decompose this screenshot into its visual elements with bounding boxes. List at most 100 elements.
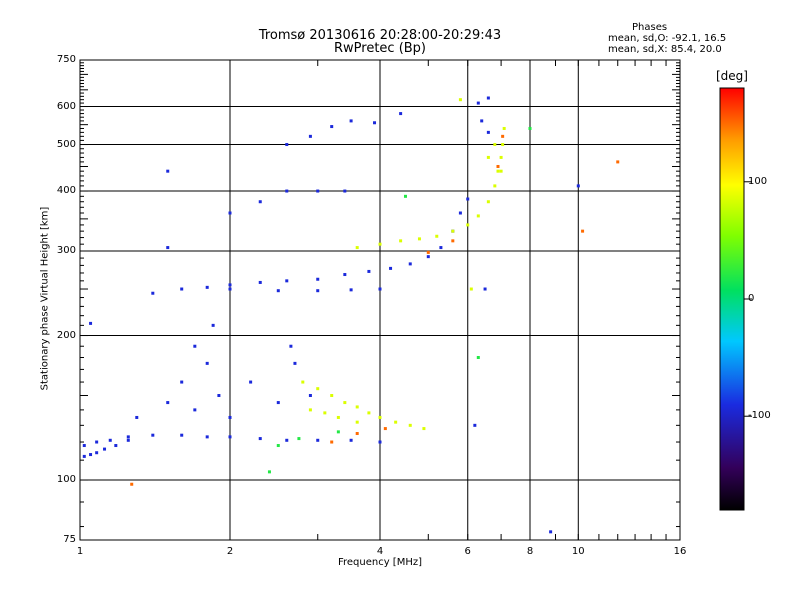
data-point-o (103, 447, 107, 451)
data-point-o (285, 143, 289, 147)
data-point-o (114, 444, 118, 448)
data-point-scattered (276, 444, 280, 448)
data-point-o (228, 415, 232, 419)
data-point-x (502, 126, 506, 130)
data-point-o (476, 101, 480, 105)
y-tick-label: 600 (56, 100, 76, 112)
data-point-o (166, 169, 170, 173)
data-point-scattered (501, 134, 505, 138)
data-point-x (458, 98, 462, 102)
data-point-o (205, 361, 209, 365)
data-point-o (289, 344, 293, 348)
data-point-o (180, 287, 184, 291)
data-point-o (426, 255, 430, 259)
data-point-x (399, 239, 403, 243)
colorbar-tick-label: -100 (748, 410, 771, 422)
chart-subtitle: RwPretec (Bp) (333, 41, 427, 56)
data-point-scattered (336, 430, 340, 434)
x-tick-label: 2 (226, 546, 234, 557)
data-point-scattered (581, 229, 585, 233)
phase-stats-heading: Phases (632, 22, 668, 33)
data-point-x (466, 223, 470, 227)
y-tick-label: 200 (56, 329, 76, 341)
y-tick-label: 500 (56, 138, 76, 150)
data-point-o (293, 361, 297, 365)
data-point-o (276, 401, 280, 405)
data-point-o (408, 262, 412, 266)
data-point-scattered (496, 164, 500, 168)
data-point-x (330, 394, 334, 398)
colorbar-tick-label: 100 (748, 175, 768, 187)
data-point-o (126, 438, 130, 442)
data-point-o (258, 437, 262, 441)
data-point-x (336, 415, 340, 419)
data-point-scattered (426, 250, 430, 254)
data-point-o (258, 200, 262, 204)
data-point-o (486, 130, 490, 134)
data-point-o (180, 433, 184, 437)
data-point-o (211, 323, 215, 327)
colorbar-ticks (744, 181, 752, 417)
data-point-o (466, 197, 470, 201)
x-tick-label: 16 (673, 546, 687, 557)
data-point-o (89, 453, 93, 457)
data-point-scattered (267, 470, 271, 474)
data-point-o (151, 291, 155, 295)
data-point-o (166, 246, 170, 250)
y-tick-label: 750 (56, 54, 76, 65)
data-point-o (316, 277, 320, 281)
data-points (82, 96, 620, 534)
data-point-x (435, 234, 439, 238)
data-point-o (228, 287, 232, 291)
data-point-scattered (403, 194, 407, 198)
data-point-scattered (528, 126, 532, 130)
x-tick-label: 8 (526, 546, 534, 557)
x-axis-title: Frequency [MHz] (337, 557, 423, 568)
data-point-scattered (616, 160, 620, 164)
data-point-o (205, 285, 209, 289)
data-point-o (349, 119, 353, 123)
data-point-o (316, 289, 320, 293)
data-point-o (486, 96, 490, 100)
data-point-o (258, 280, 262, 284)
data-point-scattered (476, 355, 480, 359)
x-tick-label: 6 (464, 546, 471, 557)
data-point-x (355, 246, 359, 250)
data-point-o (193, 344, 197, 348)
data-point-o (549, 530, 553, 534)
data-point-x (417, 237, 421, 241)
data-point-o (126, 435, 130, 439)
data-point-x (499, 155, 503, 159)
phase-stats-x: mean, sd,X: 85.4, 20.0 (608, 44, 722, 55)
data-point-scattered (297, 437, 301, 441)
data-point-o (576, 184, 580, 188)
data-point-o (349, 438, 353, 442)
data-point-o (95, 451, 99, 455)
data-point-o (343, 273, 347, 277)
y-tick-label: 400 (56, 185, 76, 197)
data-point-o (217, 394, 221, 398)
data-point-x (422, 427, 426, 431)
data-point-x (476, 214, 480, 218)
phase-colorbar (719, 87, 745, 511)
data-point-o (439, 246, 443, 250)
data-point-o (480, 119, 484, 123)
data-point-o (95, 440, 99, 444)
data-point-o (276, 289, 280, 293)
data-point-o (205, 435, 209, 439)
data-point-o (151, 433, 155, 437)
data-point-x (308, 408, 312, 412)
data-point-x (486, 200, 490, 204)
colorbar-label: [deg] (716, 69, 748, 83)
data-point-o (249, 380, 253, 384)
data-point-o (135, 415, 139, 419)
data-point-o (330, 125, 334, 129)
data-point-o (82, 444, 86, 448)
data-point-x (323, 411, 327, 415)
data-point-x (378, 415, 382, 419)
data-point-x (493, 184, 497, 188)
data-point-o (308, 394, 312, 398)
data-point-o (343, 189, 347, 193)
data-point-scattered (451, 239, 455, 243)
